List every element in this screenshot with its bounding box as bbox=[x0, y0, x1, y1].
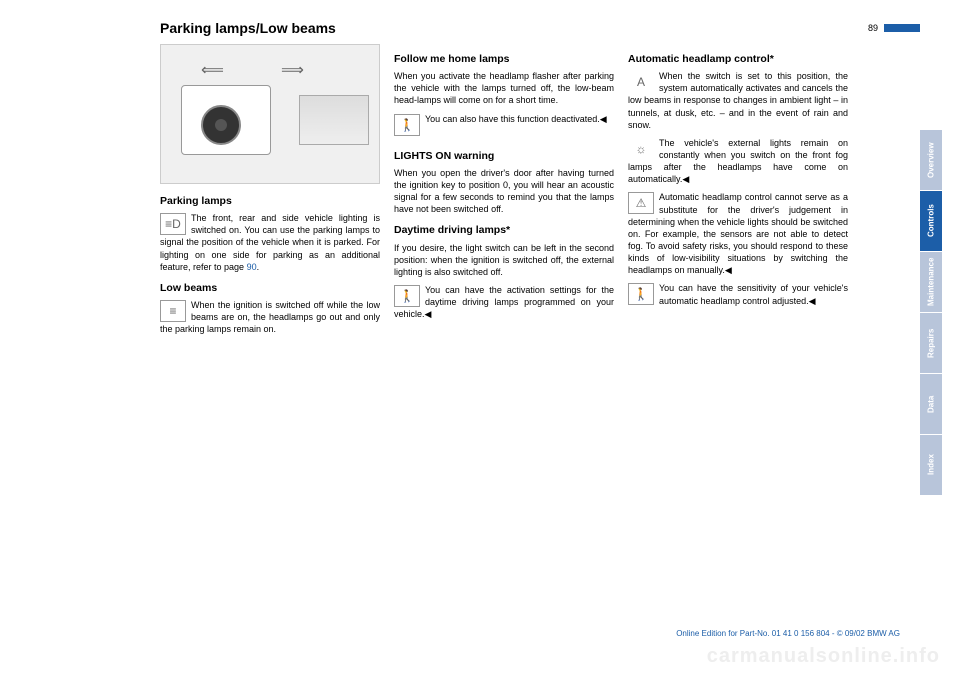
content-columns: ⟸ ⟹ Parking lamps ≡D The front, rear and… bbox=[0, 44, 960, 341]
tab-index[interactable]: Index bbox=[920, 435, 942, 495]
para-daytime: If you desire, the light switch can be l… bbox=[394, 242, 614, 278]
heading-auto-headlamp: Automatic headlamp control* bbox=[628, 52, 848, 66]
tab-controls[interactable]: Controls bbox=[920, 191, 942, 251]
light-icon: ☼ bbox=[628, 138, 654, 160]
para-lights-on: When you open the driver's door after ha… bbox=[394, 167, 614, 216]
text-parking-end: . bbox=[257, 262, 260, 272]
column-2: Follow me home lamps When you activate t… bbox=[394, 44, 614, 341]
text-auto-4: You can have the sensitivity of your veh… bbox=[659, 283, 848, 305]
auto-icon: A bbox=[628, 71, 654, 93]
person-icon-2: 🚶 bbox=[394, 285, 420, 307]
tab-maintenance[interactable]: Maintenance bbox=[920, 252, 942, 312]
end-mark: ◀ bbox=[809, 296, 816, 306]
footer-text: Online Edition for Part-No. 01 41 0 156 … bbox=[676, 629, 900, 638]
side-nav-tabs: Overview Controls Maintenance Repairs Da… bbox=[920, 130, 942, 495]
tab-data[interactable]: Data bbox=[920, 374, 942, 434]
link-page-90[interactable]: 90 bbox=[247, 262, 257, 272]
para-auto-1: A When the switch is set to this positio… bbox=[628, 70, 848, 131]
para-daytime-2: 🚶 You can have the activation settings f… bbox=[394, 284, 614, 320]
tab-repairs[interactable]: Repairs bbox=[920, 313, 942, 373]
end-mark: ◀ bbox=[600, 114, 607, 124]
arrow-left-icon: ⟸ bbox=[201, 60, 224, 82]
person-icon: 🚶 bbox=[394, 114, 420, 136]
low-beam-icon: ≡ bbox=[160, 300, 186, 322]
para-auto-4: 🚶 You can have the sensitivity of your v… bbox=[628, 282, 848, 310]
end-mark: ◀ bbox=[682, 174, 689, 184]
para-follow-home-2: 🚶 You can also have this function deacti… bbox=[394, 113, 614, 141]
column-3: Automatic headlamp control* A When the s… bbox=[628, 44, 848, 341]
page-header: Parking lamps/Low beams 89 bbox=[0, 0, 960, 44]
person-icon-3: 🚶 bbox=[628, 283, 654, 305]
heading-low-beams: Low beams bbox=[160, 281, 380, 295]
text-follow-2: You can also have this function deactiva… bbox=[425, 114, 600, 124]
text-auto-2: The vehicle's external lights remain on … bbox=[628, 138, 848, 184]
para-auto-2: ☼ The vehicle's external lights remain o… bbox=[628, 137, 848, 186]
heading-parking-lamps: Parking lamps bbox=[160, 194, 380, 208]
text-low-beams: When the ignition is switched off while … bbox=[160, 300, 380, 334]
text-auto-3: Automatic headlamp control cannot serve … bbox=[628, 192, 848, 275]
para-parking: ≡D The front, rear and side vehicle ligh… bbox=[160, 212, 380, 273]
warning-icon: ⚠ bbox=[628, 192, 654, 214]
heading-daytime: Daytime driving lamps* bbox=[394, 223, 614, 237]
heading-follow-home: Follow me home lamps bbox=[394, 52, 614, 66]
watermark: carmanualsonline.info bbox=[707, 645, 940, 668]
para-auto-3: ⚠ Automatic headlamp control cannot serv… bbox=[628, 191, 848, 276]
tab-overview[interactable]: Overview bbox=[920, 130, 942, 190]
header-accent-bar bbox=[884, 24, 920, 32]
page-title: Parking lamps/Low beams bbox=[160, 20, 868, 36]
heading-lights-on: LIGHTS ON warning bbox=[394, 149, 614, 163]
rotary-knob bbox=[201, 105, 241, 145]
column-1: ⟸ ⟹ Parking lamps ≡D The front, rear and… bbox=[160, 44, 380, 341]
text-parking: The front, rear and side vehicle lightin… bbox=[160, 213, 380, 272]
para-follow-home: When you activate the headlamp flasher a… bbox=[394, 70, 614, 106]
manual-page: Parking lamps/Low beams 89 ⟸ ⟹ Parking l… bbox=[0, 0, 960, 678]
para-low-beams: ≡ When the ignition is switched off whil… bbox=[160, 299, 380, 335]
light-switch-diagram: ⟸ ⟹ bbox=[160, 44, 380, 184]
page-number: 89 bbox=[868, 23, 878, 33]
end-mark: ◀ bbox=[425, 309, 432, 319]
arrow-right-icon: ⟹ bbox=[281, 60, 304, 82]
parking-lamp-icon: ≡D bbox=[160, 213, 186, 235]
end-mark: ◀ bbox=[725, 265, 732, 275]
vent-panel bbox=[299, 95, 369, 145]
text-auto-1: When the switch is set to this position,… bbox=[628, 71, 848, 130]
